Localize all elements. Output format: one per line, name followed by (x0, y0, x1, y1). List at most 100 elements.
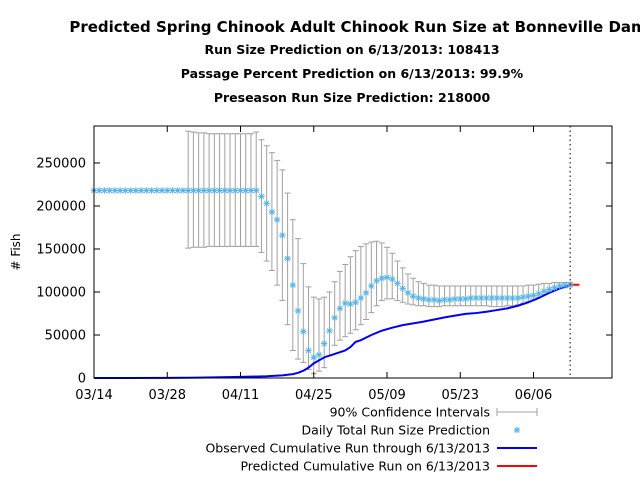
prediction-point (436, 297, 443, 304)
star-stroke (347, 301, 354, 307)
prediction-point (273, 216, 281, 223)
prediction-point (357, 294, 365, 302)
y-tick-label: 50000 (45, 328, 86, 343)
prediction-point (430, 296, 438, 303)
prediction-point (383, 274, 391, 281)
prediction-point (321, 340, 328, 347)
star-stroke (300, 328, 307, 335)
prediction-point (561, 281, 569, 289)
star-stroke (133, 187, 139, 194)
star-stroke (394, 280, 401, 287)
prediction-point (200, 187, 208, 194)
prediction-point (525, 293, 532, 300)
star-stroke (169, 187, 176, 194)
star-stroke (358, 295, 364, 301)
star-stroke (274, 216, 280, 223)
chart-title: Predicted Spring Chinook Adult Chinook R… (69, 18, 640, 36)
star-stroke (473, 295, 479, 301)
star-stroke (415, 295, 422, 301)
prediction-point (190, 187, 197, 194)
star-stroke (148, 187, 155, 194)
star-stroke (174, 187, 181, 194)
star-stroke (368, 283, 375, 289)
chart-subtitle-preseason: Preseason Run Size Prediction: 218000 (213, 90, 491, 105)
star-stroke (117, 187, 123, 194)
star-stroke (190, 187, 197, 194)
star-stroke (499, 295, 505, 301)
star-stroke (263, 200, 270, 207)
prediction-point (315, 351, 323, 358)
star-stroke (462, 296, 469, 302)
star-stroke (206, 187, 212, 194)
prediction-point (477, 294, 485, 302)
star-stroke (384, 274, 390, 281)
star-stroke (284, 255, 291, 262)
prediction-point (530, 292, 537, 299)
star-stroke (405, 290, 411, 296)
star-stroke (112, 187, 118, 194)
x-tick-label: 05/09 (368, 388, 405, 403)
prediction-point (362, 289, 370, 297)
star-stroke (483, 295, 490, 301)
prediction-point (399, 285, 406, 292)
axes: 0 50000 100000 150000 200000 250000 03/14 03/28… (36, 126, 612, 403)
prediction-point (331, 314, 338, 321)
x-tick-label: 03/28 (149, 388, 186, 403)
plot-frame (93, 125, 613, 379)
star-stroke (431, 296, 437, 303)
legend-label: Observed Cumulative Run through 6/13/201… (205, 441, 490, 456)
star-stroke (311, 354, 317, 361)
y-tick-label: 250000 (36, 156, 86, 171)
prediction-point (535, 290, 542, 297)
prediction-point (279, 232, 286, 239)
star-stroke (164, 187, 171, 194)
prediction-point (378, 275, 385, 282)
prediction-point (127, 187, 134, 194)
star-stroke (379, 275, 385, 281)
star-stroke (342, 300, 348, 306)
star-stroke (127, 187, 134, 194)
star-stroke (373, 278, 380, 284)
x-tick-label: 04/11 (222, 388, 259, 403)
x-tick-label: 04/25 (295, 388, 332, 403)
star-stroke (410, 293, 416, 300)
legend-label: Daily Total Run Size Prediction (302, 423, 490, 438)
legend-label: 90% Confidence Intervals (330, 405, 490, 420)
star-stroke (269, 209, 275, 215)
y-tick-label: 100000 (36, 285, 86, 300)
prediction-point (409, 293, 417, 300)
daily-prediction-points (90, 187, 574, 361)
prediction-point (284, 255, 291, 262)
star-stroke (509, 295, 516, 301)
star-stroke (478, 295, 484, 301)
prediction-point (253, 187, 260, 194)
chart-subtitle-passage-percent: Passage Percent Prediction on 6/13/2013:… (180, 66, 524, 81)
star-stroke (551, 284, 558, 291)
legend: 90% Confidence Intervals Daily Total Run … (205, 405, 538, 474)
prediction-point (226, 187, 234, 194)
star-stroke (154, 187, 160, 194)
prediction-point (268, 208, 276, 216)
star-stroke (195, 187, 202, 194)
star-stroke (515, 295, 521, 301)
star-stroke (546, 286, 552, 293)
star-stroke (535, 290, 542, 297)
prediction-point (467, 294, 474, 302)
star-stroke (180, 187, 186, 194)
prediction-point (347, 300, 354, 308)
star-stroke (556, 283, 563, 289)
x-tick-label: 03/14 (75, 388, 112, 403)
star-stroke (305, 347, 312, 354)
y-axis-label: # Fish (9, 233, 23, 270)
prediction-point (425, 296, 433, 303)
star-stroke (389, 276, 395, 282)
star-stroke (520, 294, 526, 300)
star-stroke (258, 193, 265, 200)
prediction-point (305, 347, 312, 354)
observed-cumulative-series (93, 284, 571, 379)
star-stroke (452, 296, 458, 302)
prediction-point (326, 327, 333, 334)
chart-subtitle-run-size: Run Size Prediction on 6/13/2013: 108413 (204, 42, 500, 57)
star-stroke (441, 296, 448, 303)
legend-label: Predicted Cumulative Run on 6/13/2013 (240, 459, 490, 474)
